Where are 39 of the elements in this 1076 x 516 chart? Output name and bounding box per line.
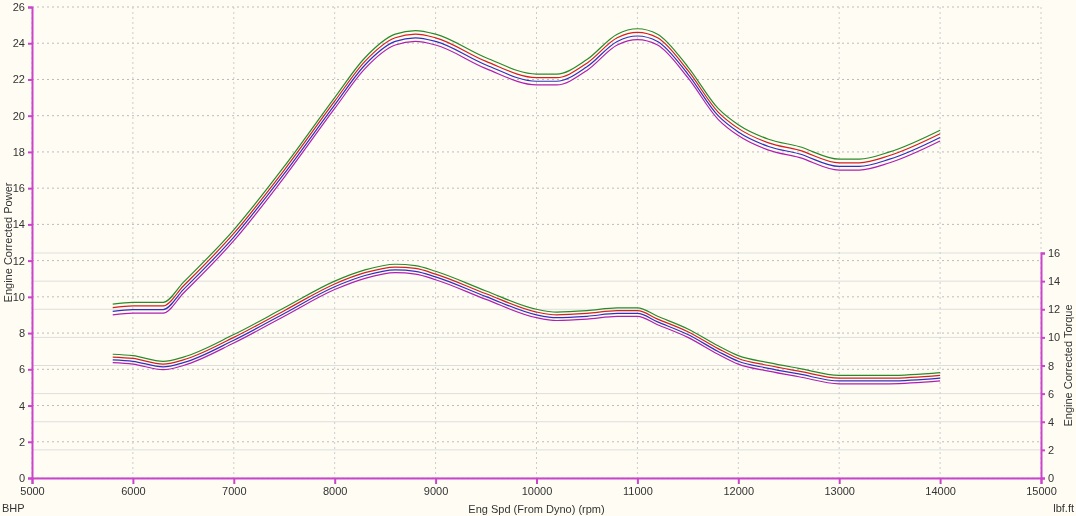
y2-tick-label: 2 xyxy=(1048,443,1055,456)
y2-tick-label: 14 xyxy=(1048,275,1061,288)
x-tick-label: 7000 xyxy=(222,484,247,497)
x-axis-title: Eng Spd (From Dyno) (rpm) xyxy=(468,503,605,515)
y-tick-label: 12 xyxy=(12,254,25,267)
y-tick-label: 6 xyxy=(18,363,25,376)
y2-tick-label: 4 xyxy=(1048,415,1055,428)
y-tick-label: 0 xyxy=(18,472,25,485)
y-tick-label: 10 xyxy=(12,290,25,303)
y-tick-label: 14 xyxy=(12,218,25,231)
y-axis-title: Engine Corrected Power xyxy=(2,182,14,303)
text: BHP xyxy=(2,502,25,514)
y-tick-label: 8 xyxy=(18,327,25,340)
y2-tick-label: 12 xyxy=(1048,303,1061,316)
x-tick-label: 11000 xyxy=(623,484,653,497)
y2-tick-label: 6 xyxy=(1048,387,1055,400)
y-tick-label: 26 xyxy=(12,1,25,14)
y-tick-label: 16 xyxy=(12,182,25,195)
y-tick-label: 20 xyxy=(12,109,25,122)
y-tick-label: 2 xyxy=(18,435,25,448)
x-tick-label: 6000 xyxy=(121,484,146,497)
x-tick-label: 15000 xyxy=(1026,484,1057,497)
y-tick-label: 4 xyxy=(18,399,25,412)
y-tick-label: 22 xyxy=(12,73,25,86)
y2-axis-title: Engine Corrected Torque xyxy=(1062,304,1074,427)
y2-tick-label: 8 xyxy=(1048,359,1055,372)
x-tick-label: 5000 xyxy=(20,484,45,497)
x-tick-label: 8000 xyxy=(322,484,348,497)
y-tick-label: 24 xyxy=(12,37,25,50)
y2-tick-label: 16 xyxy=(1048,247,1061,260)
x-tick-label: 10000 xyxy=(521,484,553,497)
text: lbf.ft xyxy=(1053,502,1074,514)
y2-tick-label: 0 xyxy=(1048,472,1055,485)
x-tick-label: 14000 xyxy=(925,484,956,497)
y2-tick-label: 10 xyxy=(1048,331,1061,344)
x-tick-label: 13000 xyxy=(824,484,855,497)
x-tick-label: 12000 xyxy=(723,484,755,497)
x-tick-label: 9000 xyxy=(423,484,449,497)
y-tick-label: 18 xyxy=(12,145,25,158)
